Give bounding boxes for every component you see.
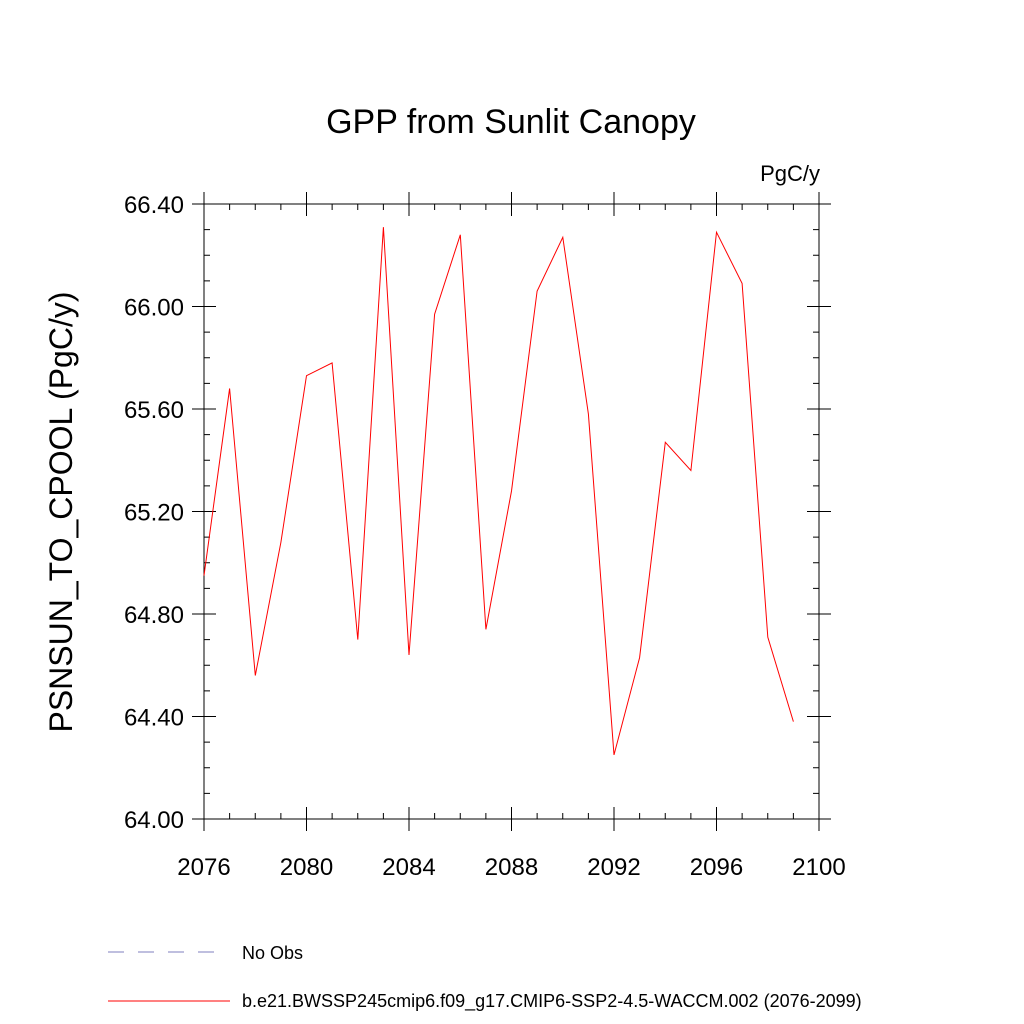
series-line [203,227,794,756]
legend-label-model: b.e21.BWSSP245cmip6.f09_g17.CMIP6-SSP2-4… [242,991,862,1012]
y-tick-label: 66.00 [124,295,184,322]
y-tick-label: 64.00 [124,807,184,834]
y-tick-label: 65.20 [124,500,184,527]
y-tick-label: 64.80 [124,602,184,629]
x-tick-label: 2076 [177,854,230,881]
y-tick-label: 64.40 [124,705,184,732]
x-tick-label: 2096 [690,854,743,881]
units-label: PgC/y [760,161,820,186]
axis-ticks [192,192,831,831]
x-tick-label: 2084 [382,854,435,881]
x-tick-label: 2092 [587,854,640,881]
y-tick-label: 66.40 [124,192,184,219]
y-axis-title: PSNSUN_TO_CPOOL (PgC/y) [43,292,79,733]
legend: No Obs b.e21.BWSSP245cmip6.f09_g17.CMIP6… [108,943,862,1012]
x-tick-label: 2080 [280,854,333,881]
y-tick-label: 65.60 [124,397,184,424]
x-tick-label: 2088 [485,854,538,881]
chart-title: GPP from Sunlit Canopy [326,103,696,141]
plot-frame [203,203,820,820]
x-tick-label: 2100 [792,854,845,881]
legend-label-no-obs: No Obs [242,943,303,963]
tick-labels: 2076 2080 2084 2088 2092 2096 2100 64.00 64.40 64… [124,192,846,881]
